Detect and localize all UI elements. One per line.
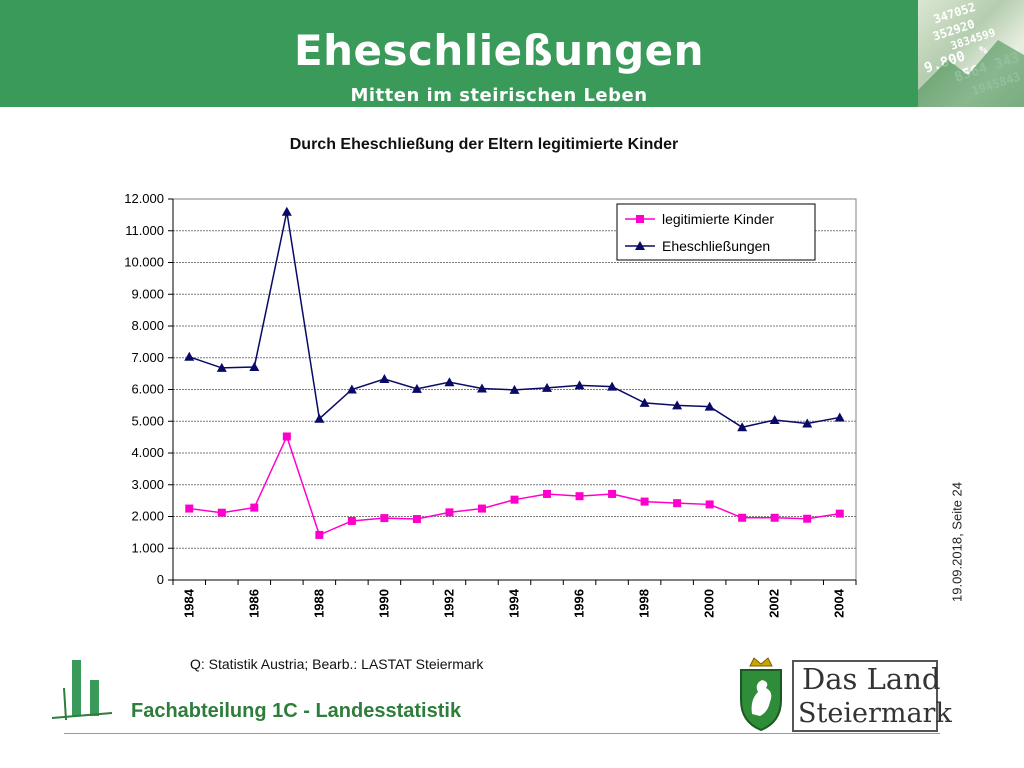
data-point-square [217, 508, 226, 517]
x-tick-label: 1996 [572, 589, 587, 618]
data-point-square [608, 489, 617, 498]
data-point-square [673, 499, 682, 508]
data-point-square [640, 497, 649, 506]
data-point-triangle [769, 414, 780, 424]
data-point-triangle [834, 412, 845, 422]
data-point-square [770, 513, 779, 522]
data-point-triangle [379, 374, 390, 384]
das-land-steiermark-logo: Das Land Steiermark [792, 660, 952, 732]
y-tick-label: 12.000 [124, 191, 164, 206]
data-point-triangle [444, 377, 455, 387]
footer-divider [64, 733, 940, 734]
numbers-collage-icon: 347052 352920 3834599 9.800 % 8564 343 1… [918, 0, 1024, 107]
data-point-triangle [346, 384, 357, 394]
data-point-triangle [509, 384, 520, 394]
data-point-triangle [639, 397, 650, 407]
x-tick-label: 1994 [507, 588, 522, 618]
data-point-square [510, 495, 519, 504]
data-point-square [412, 515, 421, 524]
y-tick-label: 6.000 [131, 382, 164, 397]
x-tick-label: 1992 [441, 589, 456, 618]
department-label: Fachabteilung 1C - Landesstatistik [131, 700, 462, 722]
data-point-triangle [542, 382, 553, 392]
legend-label: Eheschließungen [662, 238, 770, 254]
x-tick-label: 1986 [246, 589, 261, 618]
data-point-square [803, 514, 812, 523]
y-tick-label: 4.000 [131, 445, 164, 460]
data-point-square [380, 514, 389, 523]
data-point-square [185, 504, 194, 513]
deco-number: % [978, 42, 990, 58]
data-point-triangle [607, 381, 618, 391]
data-point-triangle [411, 383, 422, 393]
data-point-triangle [672, 400, 683, 410]
chart-title: Durch Eheschließung der Eltern legitimie… [289, 136, 679, 153]
header-bar: Eheschließungen Mitten im steirischen Le… [0, 0, 918, 107]
data-point-square [347, 516, 356, 525]
y-tick-label: 3.000 [131, 477, 164, 492]
x-tick-label: 1998 [637, 589, 652, 618]
date-page-label: 19.09.2018, Seite 24 [949, 482, 965, 602]
data-point-square [835, 509, 844, 518]
y-tick-label: 10.000 [124, 255, 164, 270]
data-point-square [477, 504, 486, 513]
data-point-triangle [184, 351, 195, 361]
data-point-triangle [216, 362, 227, 372]
data-point-square [543, 489, 552, 498]
data-point-square [250, 503, 259, 512]
x-tick-label: 1984 [181, 588, 196, 618]
data-point-square [738, 513, 747, 522]
logo-line-1: Das Land [802, 662, 941, 696]
y-tick-label: 7.000 [131, 350, 164, 365]
data-point-square [636, 215, 644, 223]
data-point-square [282, 432, 291, 441]
data-point-triangle [737, 422, 748, 432]
y-tick-label: 2.000 [131, 509, 164, 524]
x-tick-label: 2004 [832, 588, 847, 618]
coat-of-arms-icon [740, 657, 782, 732]
landesstatistik-logo-icon [52, 660, 113, 721]
data-point-square [705, 500, 714, 509]
line-chart: 0 1.000 2.000 3.000 4.000 5.000 6.000 7.000 8.00… [124, 191, 857, 618]
data-point-triangle [476, 383, 487, 393]
page-subtitle: Mitten im steirischen Leben [350, 85, 648, 106]
data-point-triangle [281, 206, 292, 216]
x-tick-label: 2000 [702, 589, 717, 618]
y-tick-label: 8.000 [131, 318, 164, 333]
data-point-triangle [802, 418, 813, 428]
data-point-square [445, 508, 454, 517]
data-point-triangle [635, 241, 645, 250]
logo-line-2: Steiermark [798, 698, 952, 729]
data-point-triangle [314, 413, 325, 423]
x-tick-label: 2002 [767, 589, 782, 618]
data-point-triangle [574, 380, 585, 390]
y-tick-label: 0 [157, 572, 164, 587]
y-tick-label: 9.000 [131, 286, 164, 301]
x-tick-label: 1990 [376, 589, 391, 618]
data-point-triangle [704, 401, 715, 411]
y-tick-label: 5.000 [131, 413, 164, 428]
page-title: Eheschließungen [293, 26, 705, 75]
data-point-square [315, 530, 324, 539]
data-point-square [575, 492, 584, 501]
legend-box [616, 203, 816, 261]
data-point-triangle [249, 361, 260, 371]
source-note: Q: Statistik Austria; Bearb.: LASTAT Ste… [190, 656, 484, 672]
y-tick-label: 11.000 [125, 223, 164, 238]
y-tick-label: 1.000 [131, 540, 164, 555]
header-decoration-image: 347052 352920 3834599 9.800 % 8564 343 1… [918, 0, 1024, 107]
legend-label: legitimierte Kinder [662, 211, 774, 227]
x-tick-label: 1988 [311, 589, 326, 618]
